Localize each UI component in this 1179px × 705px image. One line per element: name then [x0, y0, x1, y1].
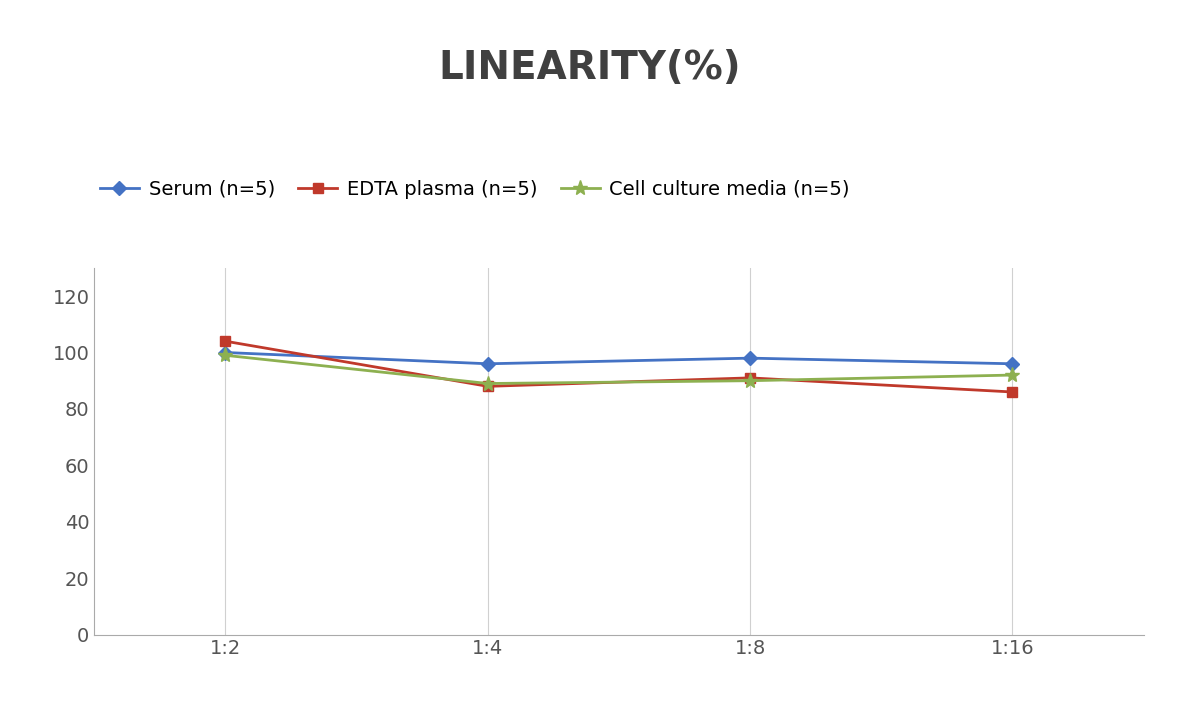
Cell culture media (n=5) [1006, 371, 1020, 379]
Cell culture media (n=5) [218, 351, 232, 360]
Cell culture media (n=5) [481, 379, 495, 388]
EDTA plasma (n=5) [481, 382, 495, 391]
Serum (n=5) [481, 360, 495, 368]
Line: EDTA plasma (n=5): EDTA plasma (n=5) [220, 336, 1017, 397]
Line: Serum (n=5): Serum (n=5) [220, 348, 1017, 369]
Serum (n=5) [1006, 360, 1020, 368]
Cell culture media (n=5) [743, 376, 757, 385]
EDTA plasma (n=5) [743, 374, 757, 382]
Line: Cell culture media (n=5): Cell culture media (n=5) [218, 348, 1020, 391]
EDTA plasma (n=5) [218, 337, 232, 345]
Serum (n=5) [218, 348, 232, 357]
Legend: Serum (n=5), EDTA plasma (n=5), Cell culture media (n=5): Serum (n=5), EDTA plasma (n=5), Cell cul… [92, 172, 857, 207]
Serum (n=5) [743, 354, 757, 362]
EDTA plasma (n=5) [1006, 388, 1020, 396]
Text: LINEARITY(%): LINEARITY(%) [439, 49, 740, 87]
